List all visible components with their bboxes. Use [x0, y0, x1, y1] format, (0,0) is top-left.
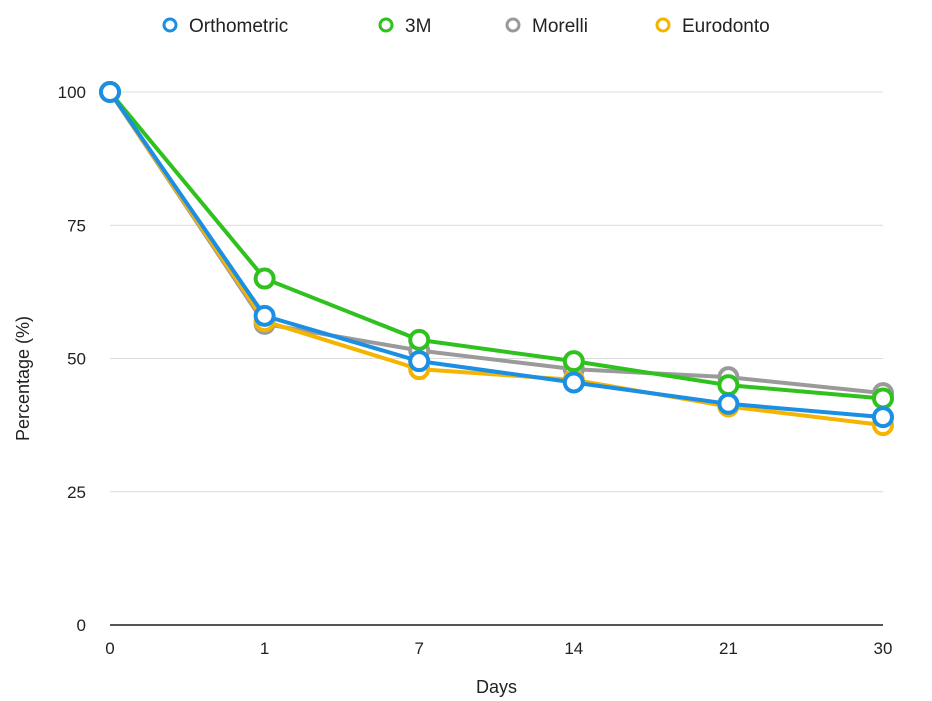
x-tick-label: 1 [260, 639, 269, 658]
series-line-eurodonto [108, 90, 885, 428]
legend-label: 3M [405, 16, 431, 37]
x-tick-label: 30 [874, 639, 893, 658]
gridlines [110, 91, 883, 493]
data-point-3m [408, 328, 431, 351]
series-lines [99, 81, 894, 437]
data-point-3m [562, 350, 585, 373]
x-tick-label: 21 [719, 639, 738, 658]
data-point-3m [253, 267, 276, 290]
legend-item-morelli: Morelli [505, 16, 588, 37]
legend-item-eurodonto: Eurodonto [655, 16, 770, 37]
y-tick-label: 0 [77, 616, 86, 635]
y-tick-label: 50 [67, 350, 86, 369]
legend-marker [162, 17, 178, 33]
series-line-orthometric [108, 90, 885, 420]
y-tick-label: 100 [58, 83, 86, 102]
legend-marker [655, 17, 671, 33]
y-axis-title: Percentage (%) [13, 316, 33, 441]
axes: 0 25 50 75 100 0 1 7 14 21 30 [58, 83, 893, 658]
legend-marker [378, 17, 394, 33]
data-point-3m [872, 387, 894, 410]
legend: Orthometric 3M Morelli Eurodonto [162, 16, 770, 37]
legend-label: Eurodonto [682, 16, 770, 37]
data-point-orthometric [562, 371, 585, 394]
y-tick-label: 75 [67, 216, 86, 235]
series-line-morelli [108, 90, 885, 396]
x-tick-label: 14 [564, 639, 583, 658]
legend-label: Morelli [532, 16, 588, 37]
data-point-orthometric [872, 406, 894, 429]
legend-item-orthometric: Orthometric [162, 16, 288, 37]
data-point-3m [717, 374, 740, 397]
x-axis-title: Days [476, 677, 517, 697]
legend-marker [505, 17, 521, 33]
legend-label: Orthometric [189, 16, 288, 37]
data-point-orthometric [408, 350, 431, 373]
series-line-3m [108, 90, 885, 401]
legend-item-3m: 3M [378, 16, 431, 37]
x-tick-label: 0 [105, 639, 114, 658]
x-tick-label: 7 [414, 639, 423, 658]
data-point-orthometric [253, 304, 276, 327]
data-point-orthometric [717, 392, 740, 415]
y-tick-label: 25 [67, 483, 86, 502]
data-point-orthometric [99, 81, 121, 103]
